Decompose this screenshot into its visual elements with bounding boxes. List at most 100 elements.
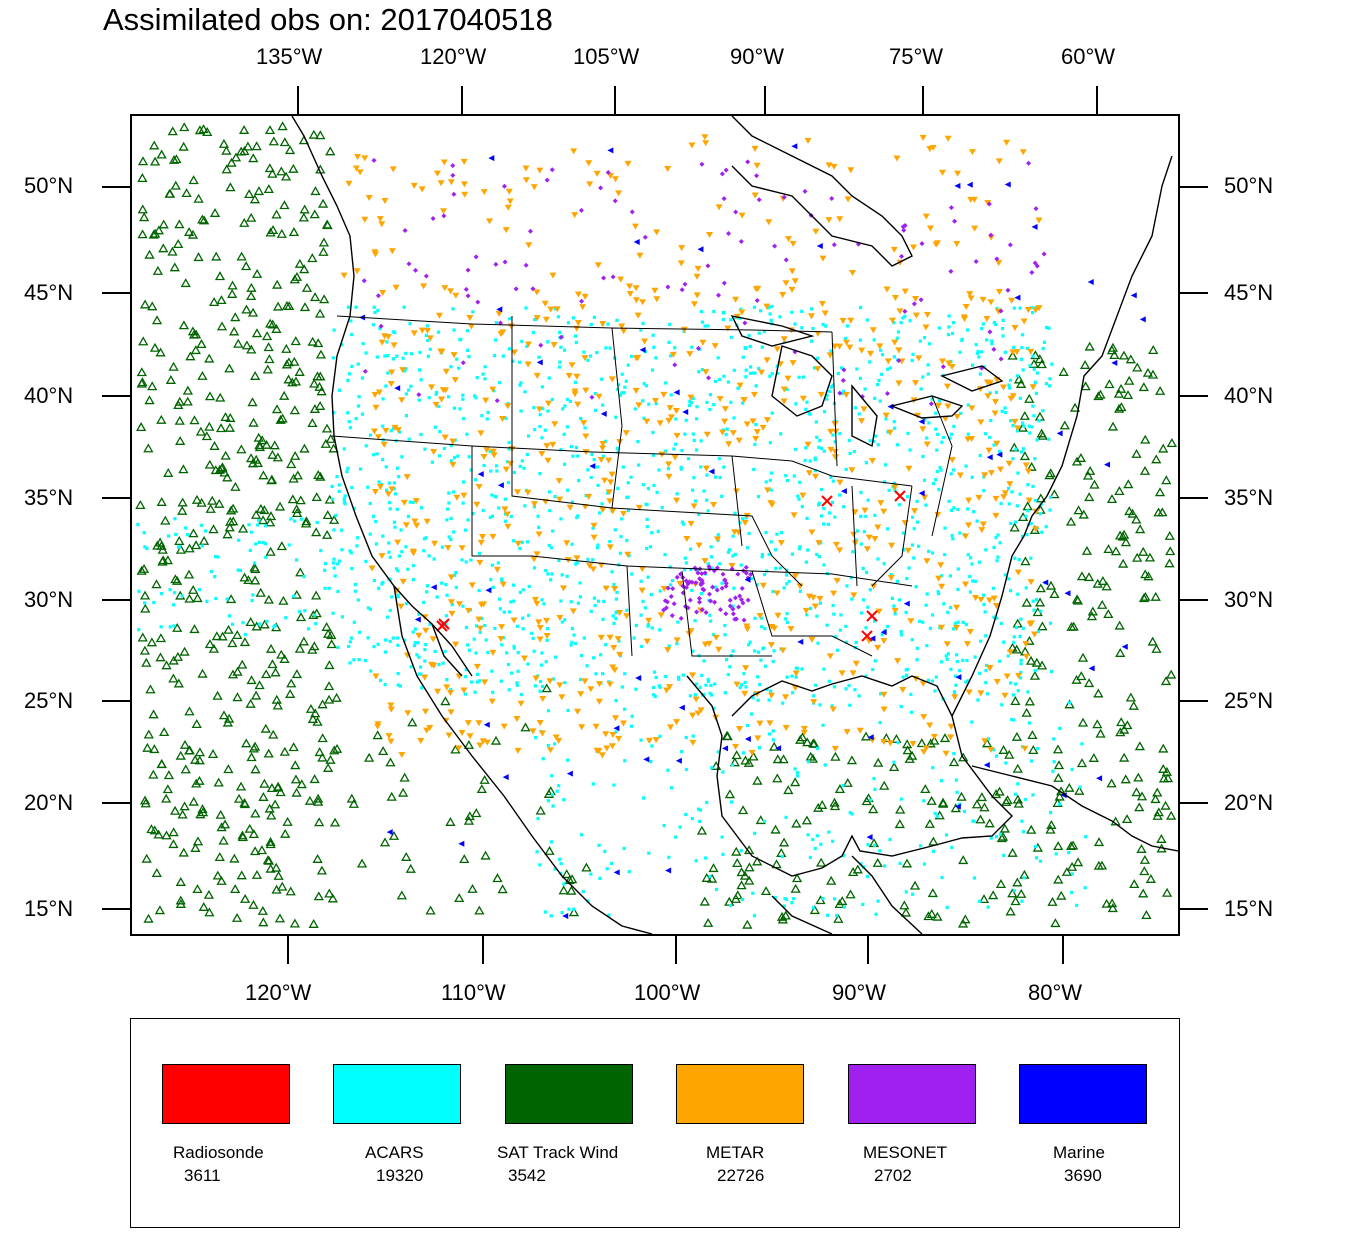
sat-track-wind-marker [159,727,170,737]
metar-marker [372,673,380,680]
acars-marker [1058,726,1062,731]
left-tick [102,395,130,397]
metar-marker [702,369,710,376]
acars-marker [899,797,903,801]
mesonet-marker [735,571,741,577]
acars-marker [874,912,878,916]
acars-marker [413,627,417,631]
acars-marker [469,680,474,684]
metar-marker [968,405,976,412]
acars-marker [702,692,706,696]
acars-marker [980,326,984,331]
sat-track-wind-marker [454,893,465,903]
acars-marker [626,508,631,513]
sat-track-wind-marker [1158,763,1169,773]
sat-track-wind-marker [852,864,863,874]
map-frame[interactable] [130,114,1180,936]
metar-marker [751,145,759,152]
top-lon-label: 60°W [1061,44,1116,69]
acars-marker [669,786,674,790]
metar-marker [922,745,930,752]
sat-track-wind-marker [1049,589,1060,599]
sat-track-wind-marker [1034,597,1046,607]
sat-track-wind-marker [155,652,166,662]
acars-marker [954,778,958,782]
acars-marker [897,503,901,507]
acars-marker [767,552,771,557]
metar-marker [909,741,917,748]
acars-marker [688,547,693,551]
metar-marker [1005,460,1013,467]
mesonet-marker [465,267,471,273]
marine-marker [867,734,874,741]
acars-marker [557,784,561,788]
acars-marker [1032,608,1036,612]
metar-marker [340,272,348,279]
acars-marker [1080,742,1084,746]
acars-marker [888,837,892,842]
acars-marker [396,595,400,599]
sat-track-wind-marker [1072,595,1084,605]
sat-track-wind-marker [265,643,277,653]
sat-track-wind-marker [221,145,232,155]
sat-track-wind-marker [984,818,995,828]
sat-track-wind-marker [195,426,207,436]
sat-track-wind-marker [924,818,935,828]
acars-marker [464,668,468,672]
metar-marker [773,590,781,597]
acars-marker [654,356,658,360]
acars-marker [700,320,704,324]
acars-marker [994,754,999,758]
sat-track-wind-marker [294,258,305,268]
acars-marker [649,592,653,597]
acars-marker [981,593,986,597]
mesonet-marker [579,298,585,304]
metar-marker [712,634,720,641]
metar-marker [641,338,649,345]
metar-marker [1024,307,1032,314]
acars-marker [709,693,714,697]
acars-marker [471,310,475,314]
metar-marker [466,733,474,740]
metar-marker [483,739,491,746]
acars-marker [839,613,843,617]
metar-marker [895,380,903,387]
metar-marker [559,585,567,592]
mesonet-marker [689,579,695,585]
acars-marker [937,592,941,596]
acars-marker [776,371,780,376]
metar-marker [901,288,909,295]
mesonet-marker [705,263,711,269]
mesonet-marker [662,598,668,604]
sat-track-wind-marker [223,624,234,634]
sat-track-wind-marker [264,125,276,135]
sat-track-wind-marker [1035,583,1046,593]
sat-track-wind-marker [1165,546,1176,556]
metar-marker [971,225,979,232]
acars-marker [1078,785,1082,789]
sat-track-wind-marker [331,743,343,753]
acars-marker [814,683,818,687]
top-tick [614,86,616,114]
right-lat-label: 30°N [1224,587,1274,612]
metar-marker [1001,490,1009,497]
acars-marker [413,641,417,645]
acars-marker [214,554,218,559]
sat-track-wind-marker [153,225,165,235]
acars-marker [366,485,370,489]
acars-marker [845,584,849,588]
legend-swatch-marine [1019,1064,1147,1124]
sat-track-wind-marker [1113,403,1125,413]
acars-marker [589,872,593,876]
sat-track-wind-marker [1107,903,1118,913]
mesonet-marker [723,167,729,173]
sat-track-wind-marker [257,905,268,915]
acars-marker [540,651,544,655]
acars-marker [759,616,764,620]
sat-track-wind-marker [283,374,294,384]
acars-marker [387,541,391,545]
metar-marker [689,739,697,746]
metar-marker [370,428,378,435]
sat-track-wind-marker [778,754,789,764]
sat-track-wind-marker [742,919,753,929]
